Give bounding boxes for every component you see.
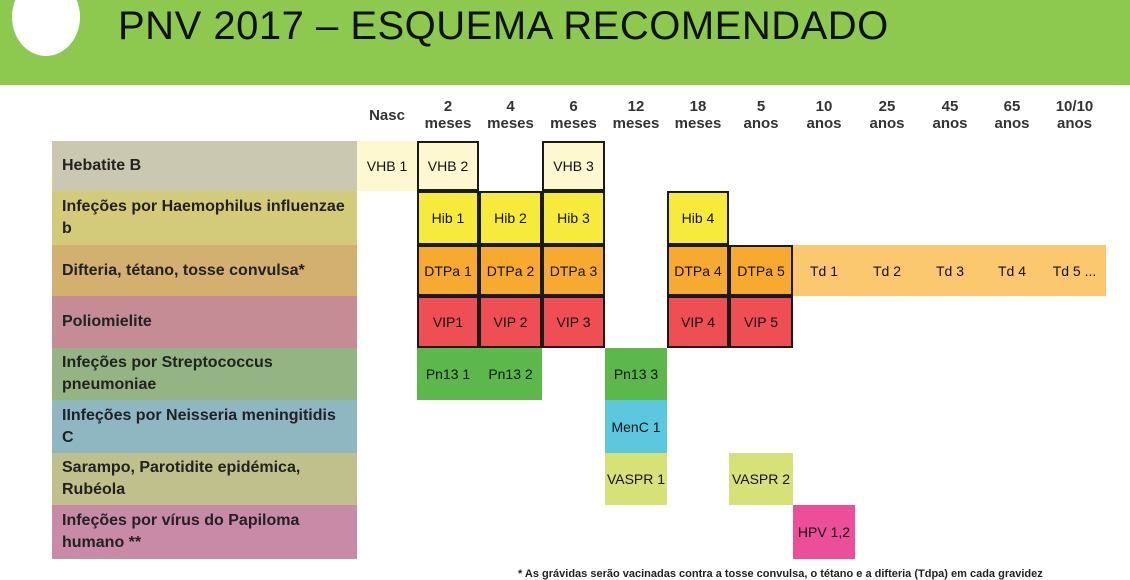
vaccine-cell: DTPa 1 <box>417 245 479 296</box>
vaccine-cell: VIP 3 <box>542 296 605 348</box>
vaccine-cell: Td 1 <box>793 245 855 296</box>
vaccine-cell: DTPa 5 <box>729 245 793 296</box>
vaccine-cell: VASPR 1 <box>605 453 667 505</box>
column-header: 65 anos <box>981 98 1043 132</box>
column-header-line: meses <box>612 115 660 132</box>
footnote: * As grávidas serão vacinadas contra a t… <box>518 568 1043 580</box>
column-header-line: 10/10 <box>1055 98 1094 115</box>
column-header-line: 6 <box>569 98 578 115</box>
column-header: 10 anos <box>793 98 855 132</box>
column-header: 2 meses <box>417 98 479 132</box>
vaccine-cell: Td 5 ... <box>1043 245 1106 296</box>
vaccine-cell: VIP 2 <box>479 296 542 348</box>
vaccine-cell: VIP 4 <box>667 296 729 348</box>
disease-label: Infeções por vírus do Papiloma humano ** <box>52 505 357 559</box>
column-header-line: meses <box>487 115 534 132</box>
vaccine-cell: Hib 2 <box>479 191 542 245</box>
vaccine-cell: Pn13 1 <box>417 348 479 400</box>
column-header-line: anos <box>932 115 968 132</box>
column-header-line: meses <box>674 115 722 132</box>
header-circle-decoration <box>12 0 80 56</box>
disease-label: Poliomielite <box>52 296 357 348</box>
column-header: 25 anos <box>855 98 919 132</box>
vaccine-cell: HPV 1,2 <box>793 505 855 559</box>
column-header-line: Nasc <box>369 107 405 124</box>
column-header: 5 anos <box>729 98 793 132</box>
column-header-line: 4 <box>506 98 515 115</box>
vaccine-cell: Hib 4 <box>667 191 729 245</box>
vaccine-cell: DTPa 4 <box>667 245 729 296</box>
vaccine-cell: Hib 1 <box>417 191 479 245</box>
column-header-line: 65 <box>1003 98 1021 115</box>
column-header: 10/10 anos <box>1043 98 1106 132</box>
column-header-line: 45 <box>941 98 959 115</box>
disease-label: Difteria, tétano, tosse convulsa* <box>52 245 357 296</box>
column-header-line: 25 <box>878 98 896 115</box>
column-header: Nasc <box>357 107 417 124</box>
column-header: 4 meses <box>479 98 542 132</box>
vaccine-cell: VIP1 <box>417 296 479 348</box>
column-header-line: anos <box>743 115 779 132</box>
column-header-line: 18 <box>689 98 707 115</box>
vaccine-cell: Pn13 2 <box>479 348 542 400</box>
header-bar: PNV 2017 – ESQUEMA RECOMENDADO <box>0 0 1130 85</box>
page-title: PNV 2017 – ESQUEMA RECOMENDADO <box>118 4 889 48</box>
vaccine-cell: VASPR 2 <box>729 453 793 505</box>
vaccine-cell: VHB 1 <box>357 141 417 191</box>
column-header: 18 meses <box>667 98 729 132</box>
column-header: 45 anos <box>919 98 981 132</box>
vaccine-cell: Td 4 <box>981 245 1043 296</box>
vaccine-cell: MenC 1 <box>605 400 667 453</box>
column-header-line: anos <box>1056 115 1092 132</box>
vaccine-cell: DTPa 3 <box>542 245 605 296</box>
disease-label: Infeções por Streptococcus pneumoniae <box>52 348 357 400</box>
column-header-line: 2 <box>443 98 453 115</box>
vaccine-cell: VHB 3 <box>542 141 605 191</box>
column-header: 6 meses <box>542 98 605 132</box>
vaccine-cell: Td 2 <box>855 245 919 296</box>
column-header-line: 12 <box>627 98 645 115</box>
column-header-line: anos <box>994 115 1030 132</box>
column-header: 12 meses <box>605 98 667 132</box>
disease-label: IInfeções por Neisseria meningitidis C <box>52 400 357 453</box>
vaccine-cell: DTPa 2 <box>479 245 542 296</box>
disease-label: Infeções por Haemophilus influenzae b <box>52 191 357 245</box>
vaccine-cell: Td 3 <box>919 245 981 296</box>
column-header-line: 5 <box>756 98 766 115</box>
vaccine-cell: VIP 5 <box>729 296 793 348</box>
vaccine-cell: Pn13 3 <box>605 348 667 400</box>
vaccine-cell: VHB 2 <box>417 141 479 191</box>
disease-label: Hebatite B <box>52 141 357 191</box>
column-header-line: anos <box>869 115 905 132</box>
disease-label: Sarampo, Parotidite epidémica, Rubéola <box>52 453 357 505</box>
column-header-line: meses <box>424 115 472 132</box>
column-header-line: anos <box>806 115 842 132</box>
column-header-line: meses <box>550 115 597 132</box>
vaccine-cell: Hib 3 <box>542 191 605 245</box>
column-header-line: 10 <box>815 98 833 115</box>
